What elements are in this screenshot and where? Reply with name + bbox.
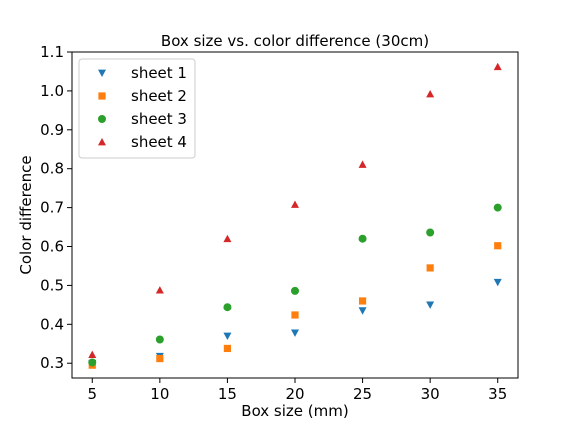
point-sheet-3 xyxy=(291,286,299,295)
legend-label-sheet-2: sheet 2 xyxy=(131,87,187,105)
data-points xyxy=(88,62,502,369)
axis-ticks xyxy=(67,51,499,383)
point-sheet-4 xyxy=(291,200,299,208)
y-tick-labels: 0.3 0.4 0.5 0.6 0.7 0.8 0.9 1.0 1.1 xyxy=(40,43,64,372)
y-tick-label: 0.7 xyxy=(40,199,64,217)
point-sheet-4 xyxy=(358,160,367,168)
point-sheet-3 xyxy=(358,234,367,243)
legend-marker-sheet-4 xyxy=(98,138,106,146)
y-tick-label: 0.8 xyxy=(40,160,64,178)
y-tick-label: 0.3 xyxy=(40,354,64,372)
point-sheet-4 xyxy=(88,350,97,359)
plot-area-frame xyxy=(71,51,519,379)
point-sheet-3 xyxy=(426,228,435,237)
x-tick-label: 30 xyxy=(421,385,440,403)
point-sheet-4 xyxy=(223,234,232,243)
x-tick-label: 25 xyxy=(353,385,372,403)
point-sheet-4 xyxy=(493,62,502,71)
x-tick-label: 20 xyxy=(285,385,304,403)
y-tick-label: 0.9 xyxy=(40,121,64,139)
legend-marker-sheet-2 xyxy=(98,92,106,100)
point-sheet-4 xyxy=(155,286,164,294)
point-sheet-3 xyxy=(88,358,97,367)
x-tick-label: 35 xyxy=(488,385,507,403)
legend-label-sheet-3: sheet 3 xyxy=(131,110,187,128)
point-sheet-1 xyxy=(426,301,435,309)
point-sheet-2 xyxy=(426,264,434,272)
legend-label-sheet-4: sheet 4 xyxy=(131,133,187,151)
legend: sheet 1 sheet 2 sheet 3 sheet 4 xyxy=(78,58,196,159)
point-sheet-2 xyxy=(223,344,232,353)
point-sheet-1 xyxy=(223,332,232,340)
point-sheet-2 xyxy=(156,354,164,363)
point-sheet-2 xyxy=(291,311,299,319)
x-tick-label: 10 xyxy=(150,385,169,403)
point-sheet-3 xyxy=(155,335,164,344)
x-tick-labels: 5 10 15 20 25 30 35 xyxy=(87,385,507,403)
x-tick-label: 15 xyxy=(218,385,237,403)
legend-box xyxy=(78,58,196,159)
y-tick-label: 1.0 xyxy=(40,82,64,100)
legend-label-sheet-1: sheet 1 xyxy=(131,64,187,82)
y-tick-label: 0.4 xyxy=(40,315,64,333)
y-tick-label: 0.6 xyxy=(40,238,64,256)
point-sheet-1 xyxy=(358,307,367,315)
y-tick-label: 0.5 xyxy=(40,276,64,294)
legend-marker-sheet-1 xyxy=(98,69,106,77)
y-tick-label: 1.1 xyxy=(40,43,64,61)
legend-marker-sheet-3 xyxy=(98,115,106,123)
point-sheet-3 xyxy=(223,303,232,312)
point-sheet-1 xyxy=(493,278,502,287)
point-sheet-2 xyxy=(494,242,502,250)
point-sheet-2 xyxy=(358,297,367,305)
point-sheet-1 xyxy=(291,329,299,337)
chart-title: Box size vs. color difference (30cm) xyxy=(161,32,429,50)
point-sheet-4 xyxy=(426,90,435,98)
point-sheet-3 xyxy=(493,203,502,212)
y-axis-label: Color difference xyxy=(17,155,35,274)
x-axis-label: Box size (mm) xyxy=(241,402,348,420)
x-tick-label: 5 xyxy=(87,385,97,403)
